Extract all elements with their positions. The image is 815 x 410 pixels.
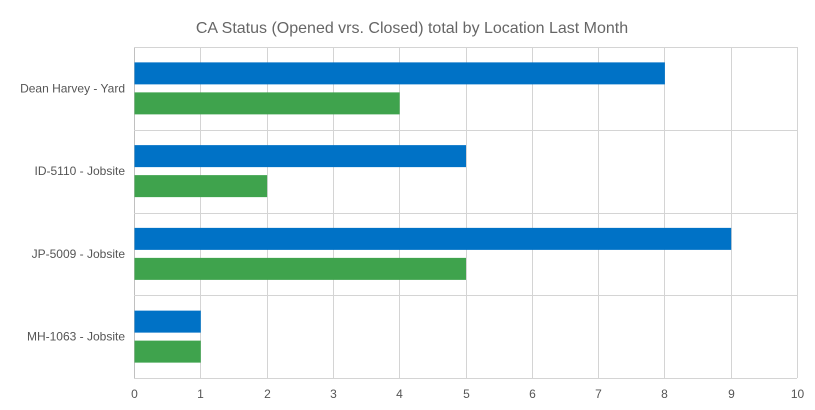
category-label: ID-5110 - Jobsite — [35, 164, 126, 178]
bar-opened-1 — [134, 145, 466, 168]
gridlines — [134, 47, 798, 379]
x-tick-label: 5 — [463, 387, 470, 401]
category-label: MH-1063 - Jobsite — [27, 330, 125, 344]
bar-opened-3 — [134, 310, 201, 333]
bar-closed-0 — [134, 92, 400, 115]
x-tick-label: 8 — [661, 387, 668, 401]
x-axis-ticks: 0 1 2 3 4 5 6 7 8 9 10 — [131, 387, 804, 401]
bar-opened-2 — [134, 227, 732, 250]
x-tick-label: 3 — [330, 387, 337, 401]
bars — [134, 62, 732, 363]
bar-opened-0 — [134, 62, 665, 85]
x-tick-label: 0 — [131, 387, 138, 401]
category-label: JP-5009 - Jobsite — [32, 247, 126, 261]
x-tick-label: 2 — [264, 387, 271, 401]
category-labels: Dean Harvey - Yard ID-5110 - Jobsite JP-50… — [20, 81, 125, 343]
bar-closed-2 — [134, 257, 466, 280]
bar-closed-1 — [134, 175, 268, 198]
bar-closed-3 — [134, 340, 201, 363]
chart-title: CA Status (Opened vrs. Closed) total by … — [196, 20, 628, 37]
x-tick-label: 4 — [396, 387, 403, 401]
x-tick-label: 7 — [595, 387, 602, 401]
x-tick-label: 1 — [197, 387, 204, 401]
x-tick-label: 9 — [728, 387, 735, 401]
x-tick-label: 10 — [791, 387, 805, 401]
category-label: Dean Harvey - Yard — [20, 81, 125, 95]
x-tick-label: 6 — [529, 387, 536, 401]
